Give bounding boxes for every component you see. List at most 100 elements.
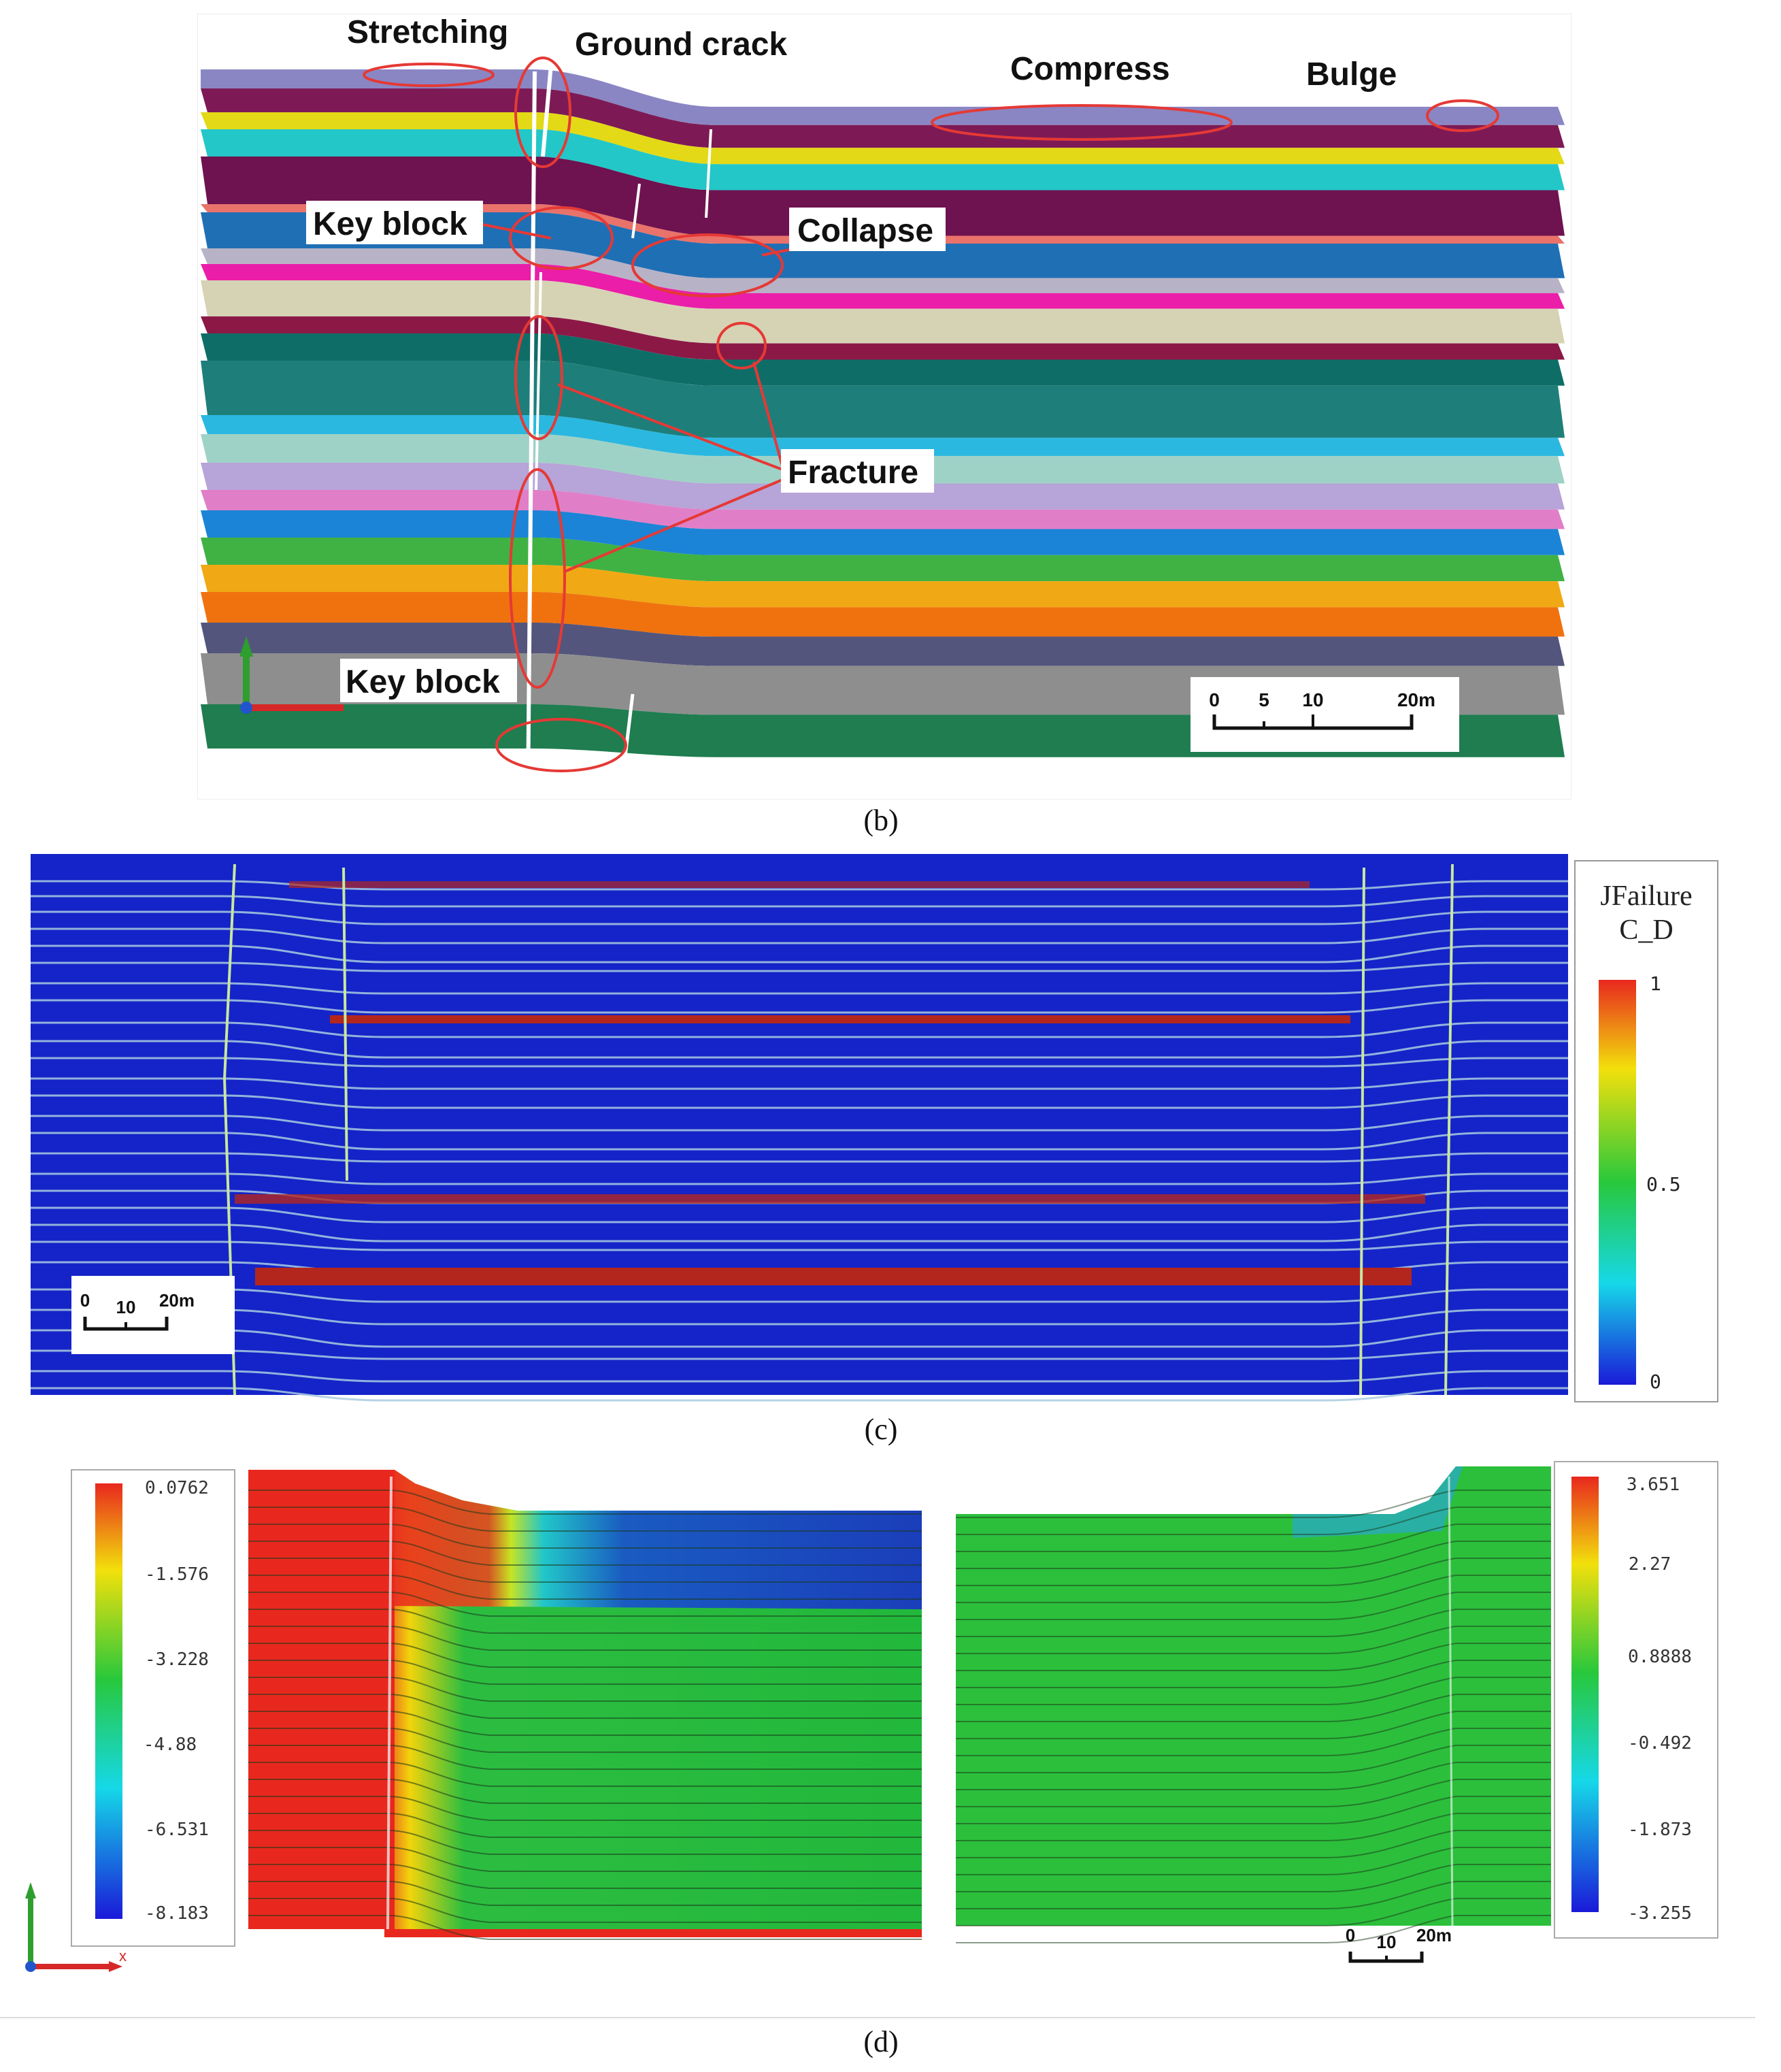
layer-line-right <box>956 1558 1551 1586</box>
layer-line-left <box>248 1762 922 1787</box>
ring-stretching <box>363 63 495 87</box>
scale-label-5: 5 <box>1259 689 1269 710</box>
caption-d: (d) <box>863 2025 899 2058</box>
stratum-layer <box>201 69 1565 125</box>
scale-bar-d: 0 10 20m <box>1346 1925 1452 1963</box>
stratum-layer <box>201 316 1565 360</box>
layer-line-right <box>956 1626 1551 1654</box>
joint-line <box>31 1223 1568 1243</box>
layer-line-right <box>956 1915 1551 1943</box>
joint-line <box>31 1094 1568 1109</box>
layer-line-right <box>956 1694 1551 1722</box>
label-bulge: Bulge <box>1306 56 1397 93</box>
layer-line-left <box>248 1490 922 1515</box>
panel-b: Key block Collapse Fracture Key block 0 … <box>197 13 1572 800</box>
label-stretching: Stretching <box>347 14 509 50</box>
joint-line <box>31 1309 1568 1326</box>
layer-line-left <box>248 1711 922 1736</box>
legend-d-right: 3.651 2.27 0.8888 -0.492 -1.873 -3.255 <box>1554 1461 1718 1939</box>
layer-line-right <box>956 1864 1551 1892</box>
layer-line-right <box>956 1745 1551 1773</box>
panel-d-model: 0.0762 -1.576 -3.228 -4.88 -6.531 -8.183 <box>0 1461 1755 2018</box>
layer-line-left <box>248 1813 922 1838</box>
layer-line-right <box>956 1728 1551 1756</box>
label-collapse: Collapse <box>797 213 933 249</box>
joint-line <box>31 999 1568 1014</box>
label-fracture: Fracture <box>788 455 918 491</box>
layer-line-right <box>956 1762 1551 1790</box>
layer-line-right <box>956 1592 1551 1620</box>
failure-field <box>31 854 1568 1395</box>
layer-line-left <box>248 1796 922 1821</box>
layer-line-left <box>248 1524 922 1549</box>
legend-c-colorbar <box>1599 980 1636 1385</box>
legend-d-left-tick-2: -1.576 <box>145 1564 209 1585</box>
joint-line <box>31 1021 1568 1038</box>
joint-line <box>31 1349 1568 1360</box>
joint-lines <box>31 880 1568 1402</box>
joint-line <box>31 1329 1568 1348</box>
stratum-layer <box>201 361 1565 438</box>
ring-key-block-upper <box>509 206 614 270</box>
layer-line-left <box>248 1507 922 1532</box>
legend-d-left-colorbar <box>95 1483 122 1919</box>
legend-d-left-tick-4: -4.88 <box>144 1734 197 1755</box>
layer-line-left <box>248 1592 922 1617</box>
stratum-layer <box>201 623 1565 666</box>
legend-d-left: 0.0762 -1.576 -3.228 -4.88 -6.531 -8.183 <box>71 1469 235 1947</box>
joint-line <box>31 1040 1568 1059</box>
legend-c-title-1: JFailure <box>1600 881 1692 912</box>
layer-line-left <box>248 1745 922 1770</box>
panel-b-model: Key block Collapse Fracture Key block 0 … <box>197 13 1572 800</box>
joint-line <box>31 1370 1568 1383</box>
layer-line-right <box>956 1575 1551 1603</box>
stratum-layer <box>201 112 1565 165</box>
scale-d-label-10: 10 <box>1377 1932 1397 1952</box>
layer-line-left <box>248 1847 922 1872</box>
axis-triad-d: x <box>25 1882 127 1972</box>
displacement-model-right <box>956 1466 1551 1943</box>
layer-line-right <box>956 1796 1551 1824</box>
scale-c-label-10: 10 <box>116 1297 136 1317</box>
displacement-model-left <box>248 1470 922 1940</box>
ring-key-block-lower <box>495 718 627 772</box>
stratum-layer <box>201 592 1565 637</box>
scale-bar-b: 0 5 10 20m <box>1191 677 1459 752</box>
layer-line-right <box>956 1711 1551 1739</box>
scale-label-10: 10 <box>1302 689 1323 710</box>
layer-line-right <box>956 1847 1551 1875</box>
legend-d-left-tick-1: 0.0762 <box>145 1478 209 1498</box>
layer-line-right <box>956 1541 1551 1569</box>
ring-bulge <box>1426 99 1499 132</box>
joint-line <box>31 1240 1568 1251</box>
layer-line-left <box>248 1779 922 1804</box>
legend-d-left-tick-5: -6.531 <box>145 1820 209 1840</box>
legend-d-right-tick-5: -1.873 <box>1628 1820 1692 1840</box>
layer-line-left <box>248 1660 922 1685</box>
layer-line-right <box>956 1677 1551 1705</box>
axis-triad <box>239 636 344 714</box>
legend-c-title-2: C_D <box>1619 915 1673 946</box>
legend-d-left-tick-3: -3.228 <box>145 1649 209 1670</box>
legend-c-tick-05: 0.5 <box>1646 1173 1681 1196</box>
legend-d-right-tick-4: -0.492 <box>1628 1733 1692 1754</box>
joint-line <box>31 927 1568 944</box>
layer-line-left <box>248 1694 922 1719</box>
caption-b: (b) <box>863 804 899 837</box>
layer-line-right <box>956 1490 1551 1518</box>
joint-line <box>31 1288 1568 1303</box>
ring-collapse <box>631 233 784 297</box>
stratum-layer <box>201 538 1565 582</box>
joint-line <box>31 910 1568 925</box>
panel-d: 0.0762 -1.576 -3.228 -4.88 -6.531 -8.183 <box>0 1449 1769 2024</box>
legend-d-right-tick-2: 2.27 <box>1629 1554 1671 1575</box>
legend-d-right-tick-3: 0.8888 <box>1628 1647 1692 1667</box>
layer-line-right <box>956 1779 1551 1807</box>
axis-x-label: x <box>119 1947 127 1964</box>
label-key-block-upper: Key block <box>313 206 467 242</box>
layer-line-right <box>956 1881 1551 1909</box>
ring-ground-crack <box>514 56 571 168</box>
layer-line-left <box>248 1881 922 1906</box>
annotation-labels: Key block Collapse Fracture Key block <box>306 201 946 702</box>
joint-line <box>31 1115 1568 1132</box>
